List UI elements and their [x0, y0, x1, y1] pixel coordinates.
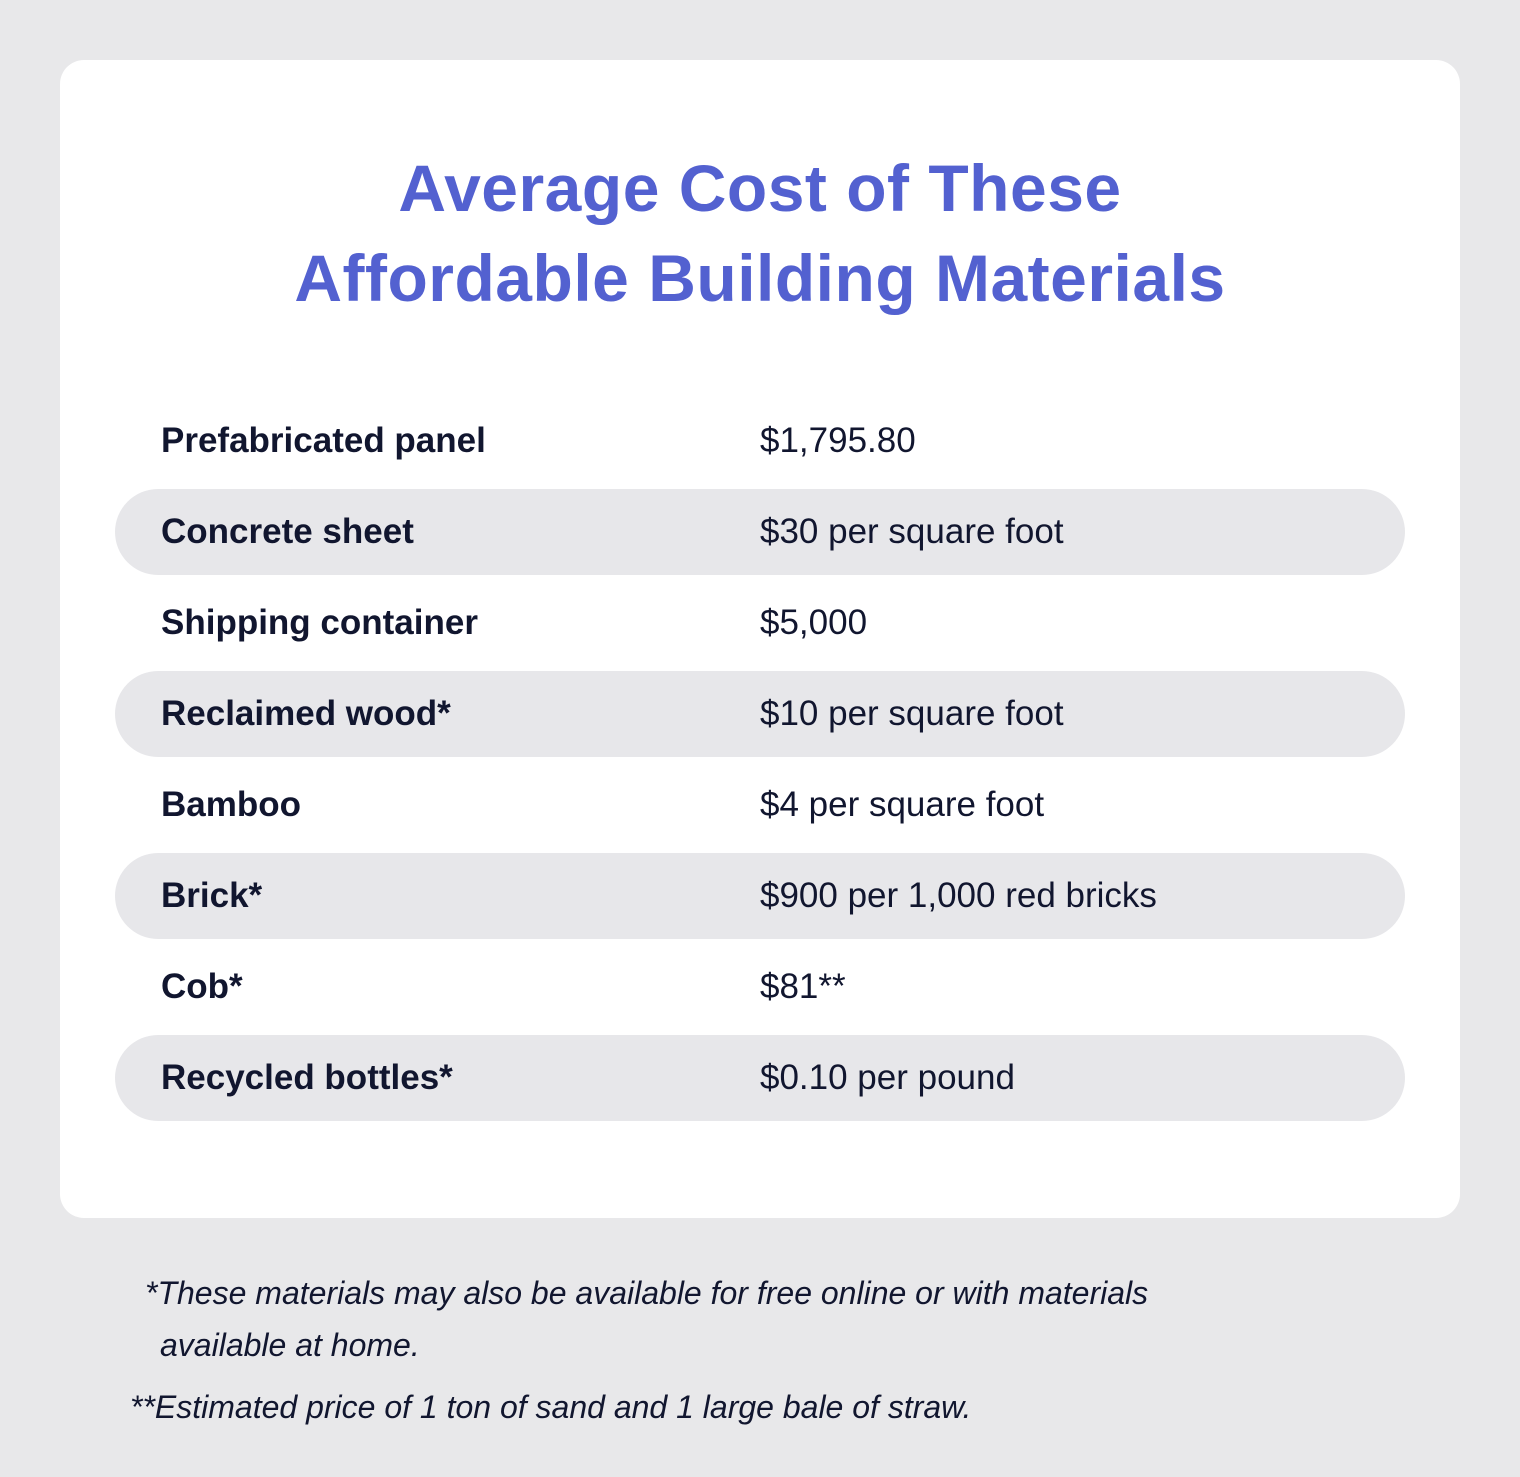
material-label: Concrete sheet	[161, 512, 414, 551]
table-row: Shipping container $5,000	[115, 580, 1405, 666]
cost-value: $5,000	[760, 603, 868, 642]
material-label: Cob*	[161, 967, 243, 1006]
table-row: Brick* $900 per 1,000 red bricks	[115, 853, 1405, 939]
material-label: Shipping container	[161, 603, 478, 642]
material-label: Recycled bottles*	[161, 1058, 453, 1097]
title-line-2: Affordable Building Materials	[294, 241, 1226, 315]
page-title: Average Cost of These Affordable Buildin…	[0, 143, 1520, 323]
footnote-1-line-2: available at home.	[160, 1327, 420, 1363]
table-row: Reclaimed wood* $10 per square foot	[115, 671, 1405, 757]
cost-table: Prefabricated panel $1,795.80 Concrete sh…	[115, 398, 1405, 1126]
cost-value: $30 per square foot	[760, 512, 1064, 551]
material-label: Reclaimed wood*	[161, 694, 451, 733]
footnote-1-line-1: *These materials may also be available f…	[145, 1275, 1149, 1311]
table-row: Cob* $81**	[115, 944, 1405, 1030]
cost-value: $1,795.80	[760, 421, 916, 460]
cost-value: $10 per square foot	[760, 694, 1064, 733]
table-row: Concrete sheet $30 per square foot	[115, 489, 1405, 575]
content-card	[60, 60, 1460, 1218]
material-label: Bamboo	[161, 785, 301, 824]
material-label: Brick*	[161, 876, 263, 915]
cost-value: $4 per square foot	[760, 785, 1045, 824]
table-row: Bamboo $4 per square foot	[115, 762, 1405, 848]
cost-value: $900 per 1,000 red bricks	[760, 876, 1157, 915]
material-label: Prefabricated panel	[161, 421, 486, 460]
footnote-2: **Estimated price of 1 ton of sand and 1…	[130, 1389, 972, 1425]
table-row: Prefabricated panel $1,795.80	[115, 398, 1405, 484]
title-line-1: Average Cost of These	[398, 151, 1122, 225]
table-row: Recycled bottles* $0.10 per pound	[115, 1035, 1405, 1121]
cost-value: $0.10 per pound	[760, 1058, 1015, 1097]
cost-value: $81**	[760, 967, 846, 1006]
